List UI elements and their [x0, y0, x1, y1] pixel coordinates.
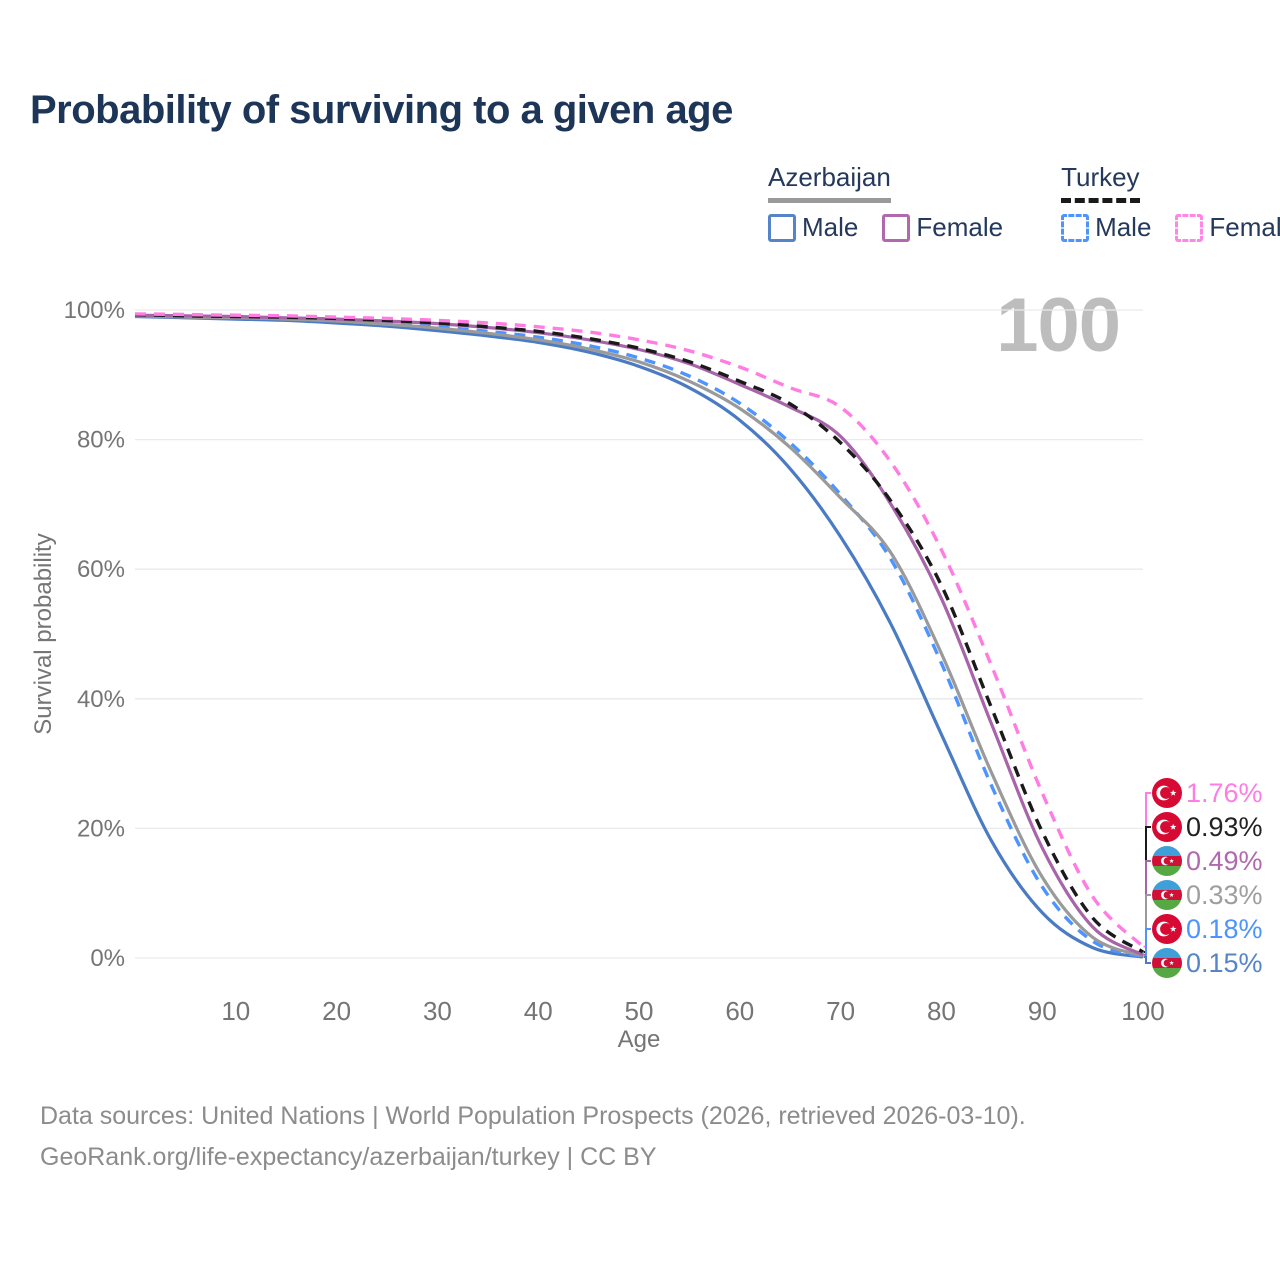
x-tick-label: 80	[927, 996, 956, 1026]
azerbaijan-male-swatch-icon	[768, 213, 796, 242]
turkey-male-swatch-icon	[1061, 213, 1090, 242]
x-tick-label: 70	[826, 996, 855, 1026]
azerbaijan-flag-icon	[1152, 880, 1182, 910]
turkey-flag-icon	[1152, 778, 1182, 808]
legend-item-label: Female	[1209, 212, 1280, 242]
turkey-flag-icon	[1152, 812, 1182, 842]
series-line-turkey[interactable]	[134, 312, 1144, 954]
end-label-value: 0.15%	[1186, 948, 1263, 978]
turkey-female-swatch-icon	[1175, 213, 1204, 242]
end-label-value: 0.18%	[1186, 914, 1263, 944]
y-tick-label: 60%	[77, 556, 125, 583]
end-label-leader-line	[1143, 956, 1151, 964]
end-label-leader-line	[1143, 860, 1151, 956]
end-label-value: 1.76%	[1186, 778, 1263, 808]
end-label-value: 0.49%	[1186, 846, 1263, 876]
azerbaijan-female-swatch-icon	[882, 213, 911, 242]
y-tick-label: 80%	[77, 427, 125, 454]
legend-group-title-azerbaijan[interactable]: Azerbaijan	[768, 162, 891, 203]
y-tick-label: 0%	[90, 945, 125, 972]
legend-item-turkey-female[interactable]: Female	[1175, 212, 1280, 243]
legend-group-title-turkey[interactable]: Turkey	[1061, 162, 1140, 203]
legend-group-turkey: Turkey Male Female	[1061, 162, 1280, 243]
x-tick-label: 100	[1121, 996, 1164, 1026]
chart-legend: Azerbaijan Male Female Turkey Male	[768, 162, 1280, 243]
x-axis-title: Age	[617, 1026, 661, 1053]
x-tick-label: 10	[221, 996, 250, 1026]
footer-data-sources: Data sources: United Nations | World Pop…	[40, 1102, 1026, 1130]
azerbaijan-flag-icon	[1152, 846, 1182, 876]
x-tick-label: 90	[1028, 996, 1057, 1026]
y-tick-label: 20%	[77, 815, 125, 842]
y-tick-label: 100%	[64, 297, 125, 324]
x-tick-label: 60	[725, 996, 754, 1026]
end-label-value: 0.93%	[1186, 812, 1263, 842]
legend-item-label: Male	[1095, 212, 1152, 242]
legend-group-azerbaijan: Azerbaijan Male Female	[768, 162, 1003, 243]
end-label-leader-line	[1143, 826, 1151, 953]
x-tick-label: 30	[423, 996, 452, 1026]
x-tick-label: 20	[322, 996, 351, 1026]
legend-item-label: Male	[802, 212, 859, 242]
y-axis-title: Survival probability	[30, 533, 57, 735]
y-tick-label: 40%	[77, 686, 125, 713]
series-line-azerbaijan[interactable]	[134, 314, 1144, 958]
legend-item-label: Female	[916, 212, 1004, 242]
end-label-leader-line	[1143, 792, 1151, 948]
series-line-turkey-male[interactable]	[134, 313, 1144, 959]
turkey-flag-icon	[1152, 914, 1182, 944]
legend-item-turkey-male[interactable]: Male	[1061, 212, 1151, 243]
footer-attribution-url: GeoRank.org/life-expectancy/azerbaijan/t…	[40, 1143, 657, 1171]
azerbaijan-flag-icon	[1152, 948, 1182, 978]
series-line-azerbaijan-male[interactable]	[134, 314, 1144, 959]
end-label-value: 0.33%	[1186, 880, 1263, 910]
legend-item-azerbaijan-female[interactable]: Female	[882, 212, 1003, 243]
series-line-azerbaijan-female[interactable]	[134, 313, 1144, 957]
x-tick-label: 40	[524, 996, 553, 1026]
legend-item-azerbaijan-male[interactable]: Male	[768, 212, 858, 243]
page-title: Probability of surviving to a given age	[30, 88, 733, 132]
series-line-turkey-female[interactable]	[134, 312, 1145, 948]
age-counter-watermark: 100	[996, 283, 1121, 368]
x-tick-label: 50	[625, 996, 654, 1026]
